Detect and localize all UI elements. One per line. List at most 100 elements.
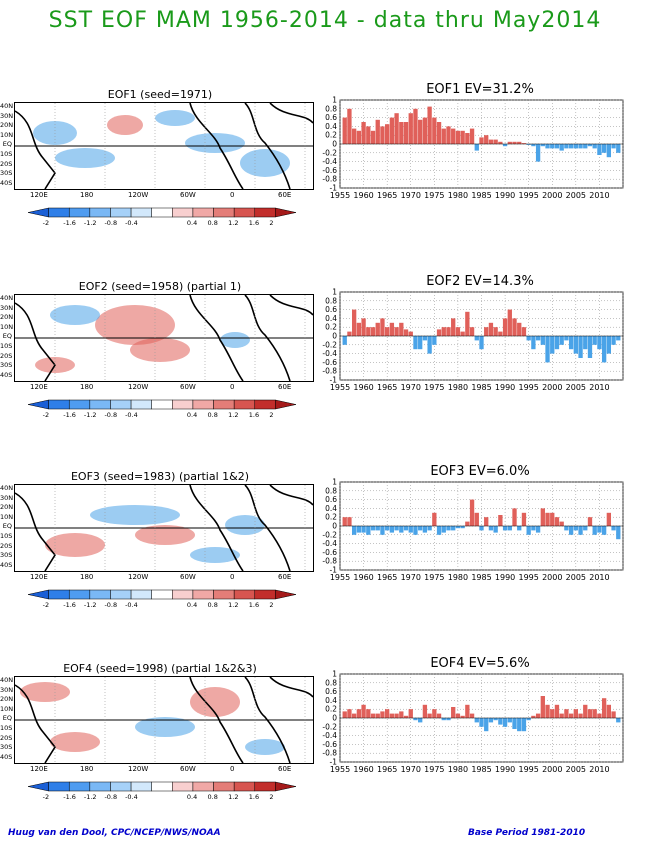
page-title: SST EOF MAM 1956-2014 - data thru May201… xyxy=(48,8,602,33)
bar xyxy=(455,327,461,336)
bar xyxy=(517,322,522,336)
bar xyxy=(498,515,503,526)
timeseries-title: EOF1 EV=31.2% xyxy=(426,82,534,97)
bar xyxy=(342,336,347,345)
bar xyxy=(474,336,479,341)
x-tick-label: 1970 xyxy=(401,765,421,774)
map-title: EOF2 (seed=1958) (partial 1) xyxy=(78,280,242,293)
x-tick-label: 1970 xyxy=(401,383,421,392)
map-lat-label: 40S xyxy=(0,752,13,761)
bar xyxy=(550,144,555,149)
x-tick-label: 2000 xyxy=(542,765,562,774)
bar xyxy=(403,329,409,336)
y-tick-label: -0.2 xyxy=(322,340,337,349)
bar xyxy=(573,526,578,531)
bar xyxy=(413,108,418,144)
colorbar-swatch xyxy=(213,399,235,410)
map-lat-label: EQ xyxy=(2,332,12,341)
y-tick-label: 0.2 xyxy=(325,705,337,714)
x-tick-label: 1960 xyxy=(353,383,373,392)
sst-map-canvas xyxy=(15,103,313,189)
bar xyxy=(554,144,560,149)
colorbar-swatch xyxy=(48,781,70,792)
bar xyxy=(587,144,593,147)
y-tick-label: 0.8 xyxy=(325,486,337,495)
y-tick-label: 0 xyxy=(332,522,337,531)
bar xyxy=(601,336,607,363)
colorbar-label: 1.2 xyxy=(228,411,239,419)
bar xyxy=(550,709,555,718)
y-tick-label: 0.6 xyxy=(325,113,337,122)
bar xyxy=(573,709,578,718)
map-lat-label: 20N xyxy=(0,313,14,322)
bar xyxy=(436,329,442,336)
bar xyxy=(370,526,376,531)
y-tick-label: -1 xyxy=(330,758,338,767)
sst-map xyxy=(14,102,314,190)
map-lat-label: 10N xyxy=(0,322,14,331)
bar xyxy=(498,331,503,336)
bar xyxy=(479,137,484,144)
map-title: EOF3 (seed=1983) (partial 1&2) xyxy=(70,470,250,483)
x-tick-label: 1995 xyxy=(518,191,538,200)
map-lon-label: 60W xyxy=(180,191,196,199)
sst-map xyxy=(14,294,314,382)
bar xyxy=(469,499,475,526)
colorbar-swatch xyxy=(110,781,132,792)
anomaly-blob xyxy=(50,732,100,752)
y-tick-label: -0.4 xyxy=(322,731,337,740)
bar xyxy=(432,117,437,144)
map-lat-label: 30S xyxy=(0,551,13,560)
colorbar-label: 0.4 xyxy=(186,411,198,419)
y-tick-label: -0.4 xyxy=(322,349,337,358)
bar xyxy=(422,704,428,718)
bar xyxy=(370,327,376,336)
coastline xyxy=(244,103,291,189)
colorbar-swatch xyxy=(110,399,132,410)
x-tick-label: 1955 xyxy=(330,573,350,582)
bar xyxy=(351,309,357,336)
colorbar-swatch xyxy=(110,589,132,600)
y-tick-label: 0 xyxy=(332,140,337,149)
bar xyxy=(502,318,508,336)
x-tick-label: 1965 xyxy=(377,383,397,392)
bar xyxy=(418,119,423,144)
eof-panel: EOF3 (seed=1983) (partial 1&2) 40N 30N 20N 1… xyxy=(0,464,650,662)
y-tick-label: -0.8 xyxy=(322,557,337,566)
bar xyxy=(517,526,522,531)
bar xyxy=(616,718,621,723)
bar xyxy=(531,526,536,531)
colorbar-swatch xyxy=(275,207,297,218)
bar xyxy=(418,336,423,350)
bar xyxy=(351,526,357,535)
bar xyxy=(498,141,503,144)
bar xyxy=(578,713,583,718)
colorbar-label: 0.8 xyxy=(207,219,218,227)
y-tick-label: 0.2 xyxy=(325,131,337,140)
y-tick-label: -0.8 xyxy=(322,175,337,184)
bar xyxy=(342,517,347,526)
bar xyxy=(512,141,517,144)
bar xyxy=(413,526,418,535)
bar xyxy=(455,526,461,529)
colorbar xyxy=(27,781,297,792)
coastline xyxy=(189,103,244,189)
x-tick-label: 1985 xyxy=(471,191,491,200)
sst-map xyxy=(14,676,314,764)
bar xyxy=(370,713,376,718)
bar xyxy=(389,526,395,533)
coastline xyxy=(244,677,291,763)
map-lat-label: 10S xyxy=(0,150,13,158)
bar xyxy=(559,713,564,718)
bar xyxy=(531,144,536,147)
bar xyxy=(366,327,371,336)
colorbar-label: -2 xyxy=(42,219,50,227)
bar xyxy=(375,322,380,336)
map-lon-label: 180 xyxy=(80,383,94,391)
bar xyxy=(347,517,352,526)
colorbar-label: 1.2 xyxy=(228,601,239,609)
colorbar-label: -1.2 xyxy=(83,793,97,801)
y-tick-label: 1 xyxy=(332,670,337,679)
bar xyxy=(507,718,512,723)
y-tick-label: 0.8 xyxy=(325,678,337,687)
